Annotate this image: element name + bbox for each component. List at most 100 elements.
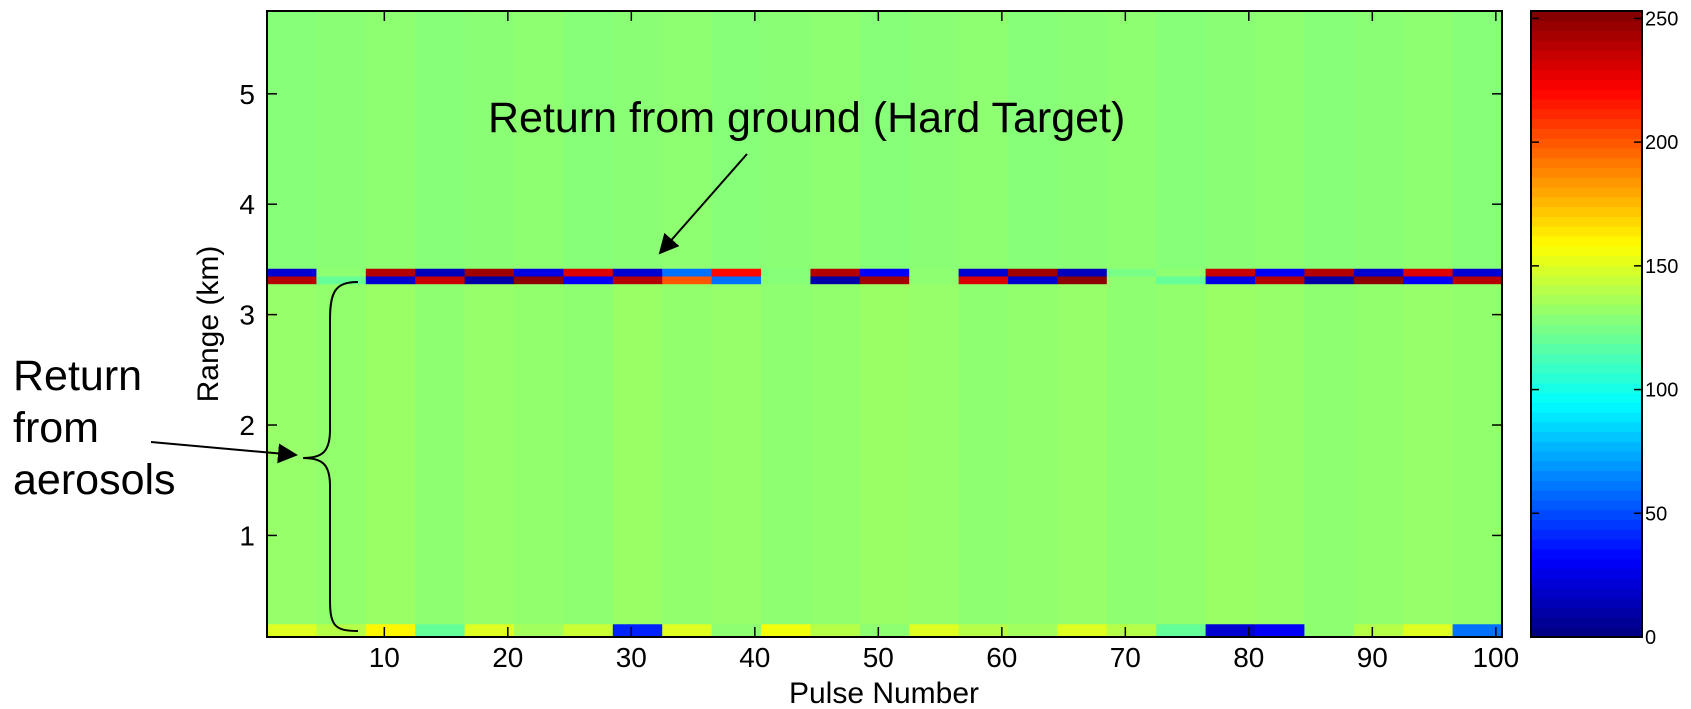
heatmap-cell — [612, 623, 663, 638]
heatmap-cell — [1205, 275, 1256, 285]
heatmap-cell — [909, 11, 960, 269]
heatmap-cell — [1353, 275, 1404, 285]
heatmap-cell — [1057, 283, 1108, 625]
colorbar-swatch — [1531, 412, 1642, 423]
colorbar-swatch — [1531, 451, 1642, 462]
heatmap-cell — [464, 623, 515, 638]
heatmap-cell — [761, 268, 811, 277]
y-tick-label: 1 — [239, 520, 255, 551]
heatmap-cell — [810, 275, 861, 285]
colorbar-tick-label: 0 — [1645, 627, 1656, 649]
heatmap-cell — [761, 275, 811, 285]
heatmap-cell — [563, 623, 614, 638]
heatmap-cell — [612, 283, 663, 625]
colorbar-swatch — [1531, 108, 1642, 120]
heatmap-cell — [1008, 268, 1058, 277]
colorbar-swatch — [1531, 177, 1642, 188]
heatmap-cell — [1106, 283, 1157, 625]
colorbar-swatch — [1531, 353, 1642, 364]
heatmap-cell — [1008, 623, 1058, 638]
heatmap-cell — [1255, 283, 1305, 625]
y-tick-label: 3 — [239, 300, 255, 331]
heatmap-cell — [1353, 268, 1404, 277]
colorbar-swatch — [1531, 558, 1642, 570]
colorbar-swatch — [1531, 245, 1642, 257]
colorbar-swatch — [1531, 548, 1642, 560]
colorbar-swatch — [1531, 539, 1642, 550]
colorbar-swatch — [1531, 138, 1642, 149]
heatmap-cell — [316, 623, 367, 638]
heatmap-cell — [415, 623, 466, 638]
heatmap-cell — [365, 623, 416, 638]
heatmap-cell — [859, 275, 910, 285]
colorbar-swatch — [1531, 59, 1642, 71]
heatmap-cell — [464, 11, 515, 269]
heatmap-cell — [1452, 11, 1503, 269]
x-tick-label: 30 — [616, 642, 647, 673]
heatmap-cell — [909, 283, 960, 625]
heatmap-cell — [1255, 275, 1305, 285]
heatmap-cell — [563, 283, 614, 625]
colorbar-swatch — [1531, 597, 1642, 609]
heatmap-cell — [514, 11, 564, 269]
heatmap-cell — [563, 275, 614, 285]
colorbar-swatch — [1531, 304, 1642, 315]
heatmap-cell — [1452, 623, 1503, 638]
colorbar-swatch — [1531, 11, 1642, 22]
colorbar-swatch — [1531, 206, 1642, 217]
heatmap-cell — [1156, 11, 1207, 269]
colorbar-swatch — [1531, 40, 1642, 51]
colorbar-swatch — [1531, 343, 1642, 354]
colorbar-frame — [1530, 10, 1643, 638]
colorbar-swatch — [1531, 118, 1642, 129]
heatmap-cell — [958, 268, 1009, 277]
heatmap-cell — [761, 11, 811, 269]
y-tick-label: 2 — [239, 410, 255, 441]
colorbar-swatch — [1531, 578, 1642, 589]
brace — [302, 281, 359, 632]
x-tick-label: 50 — [863, 642, 894, 673]
colorbar — [1531, 11, 1642, 638]
colorbar-tick-label: 250 — [1645, 8, 1678, 30]
colorbar-swatch — [1531, 382, 1642, 393]
heatmap-cell — [514, 275, 564, 285]
x-tick-label: 90 — [1357, 642, 1388, 673]
colorbar-swatch — [1531, 607, 1642, 618]
heatmap-cell — [1304, 268, 1355, 277]
heatmap-cell — [1008, 11, 1058, 269]
heatmap-cell — [711, 275, 762, 285]
heatmap-cell — [711, 11, 762, 269]
colorbar-swatch — [1531, 226, 1642, 237]
heatmap-cell — [1304, 623, 1355, 638]
colorbar-swatch — [1531, 128, 1642, 139]
heatmap-cell — [1106, 275, 1157, 285]
heatmap-cell — [810, 623, 861, 638]
colorbar-swatch — [1531, 69, 1642, 80]
heatmap-cell — [810, 283, 861, 625]
heatmap-cell — [1403, 11, 1454, 269]
heatmap-cell — [958, 275, 1009, 285]
heatmap-cell — [1403, 275, 1454, 285]
x-axis-label: Pulse Number — [789, 677, 979, 709]
annotation: Return from ground (Hard Target) — [488, 94, 1125, 142]
colorbar-swatch — [1531, 372, 1642, 384]
colorbar-swatch — [1531, 255, 1642, 266]
heatmap-cell — [267, 11, 317, 269]
heatmap-cell — [612, 268, 663, 277]
arrow — [658, 153, 748, 255]
heatmap-cell — [415, 283, 466, 625]
colorbar-swatch — [1531, 167, 1642, 178]
heatmap-cell — [662, 623, 713, 638]
heatmap-cell — [514, 623, 564, 638]
heatmap-cell — [1452, 275, 1503, 285]
heatmap-cell — [1255, 623, 1305, 638]
colorbar-swatch — [1531, 314, 1642, 325]
heatmap-cell — [1205, 268, 1256, 277]
colorbar-swatch — [1531, 89, 1642, 100]
heatmap-cell — [1156, 268, 1207, 277]
colorbar-swatch — [1531, 490, 1642, 501]
colorbar-swatch — [1531, 216, 1642, 227]
heatmap-cell — [958, 11, 1009, 269]
heatmap-cell — [612, 275, 663, 285]
heatmap-cell — [267, 275, 317, 285]
